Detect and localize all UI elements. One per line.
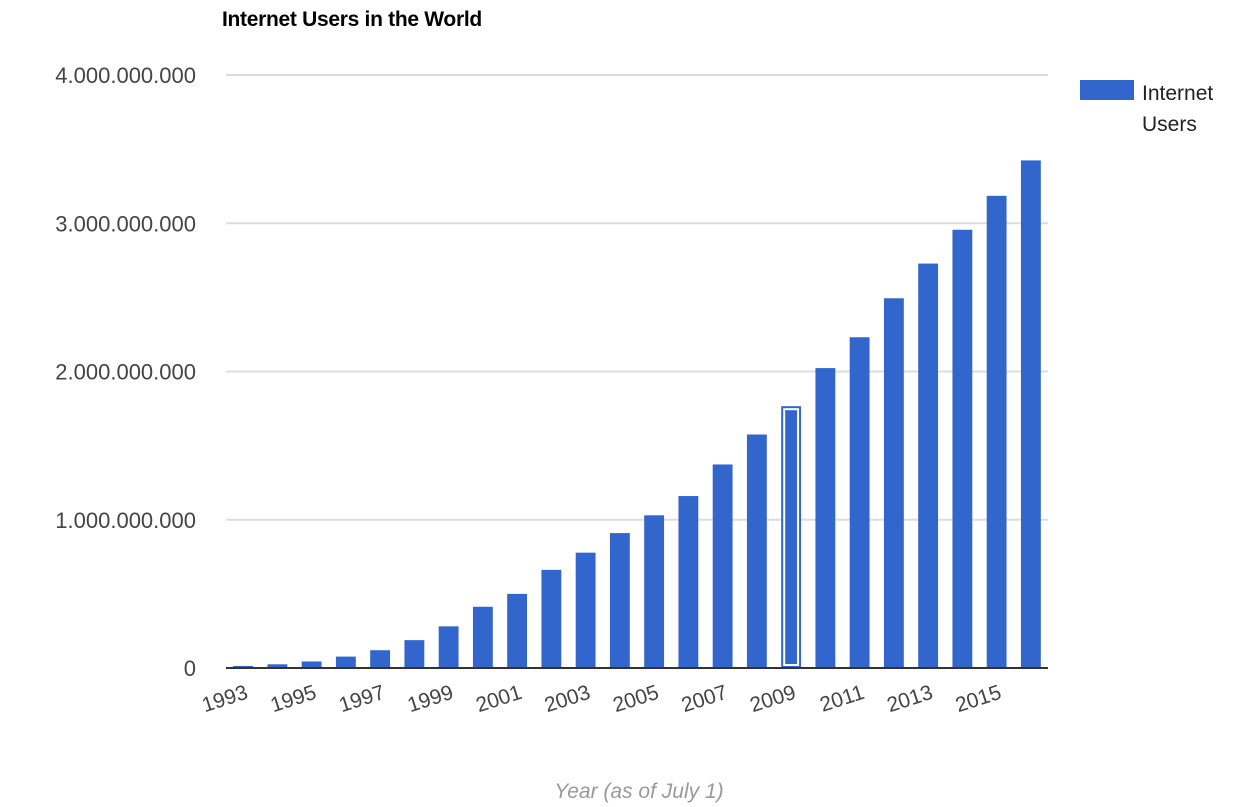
y-axis-tick-labels: 0 1.000.000.000 2.000.000.000 3.000.000.000…	[55, 63, 196, 681]
x-axis-label: Year (as of July 1)	[554, 780, 724, 803]
bar-2003[interactable]	[575, 552, 596, 668]
gridlines	[226, 74, 1048, 521]
bar-2011[interactable]	[849, 337, 870, 668]
bar-2006[interactable]	[678, 496, 699, 668]
bar-2000[interactable]	[472, 606, 493, 668]
bar-2007[interactable]	[712, 464, 733, 668]
bar-2001[interactable]	[507, 593, 528, 668]
bar-1998[interactable]	[404, 640, 425, 668]
y-tick-label: 4.000.000.000	[55, 63, 196, 88]
bar-2002[interactable]	[541, 569, 562, 668]
y-tick-label: 3.000.000.000	[55, 211, 196, 236]
x-tick-label: 2007	[679, 681, 731, 717]
bar-highlight-2009	[783, 408, 800, 666]
bar-2010[interactable]	[815, 368, 836, 668]
legend-swatch	[1080, 80, 1134, 100]
chart-title: Internet Users in the World	[222, 8, 482, 31]
bar-1993[interactable]	[233, 665, 254, 668]
x-tick-label: 2009	[747, 681, 799, 717]
x-tick-label: 2001	[473, 681, 525, 717]
y-tick-label: 2.000.000.000	[55, 360, 196, 385]
bar-2008[interactable]	[746, 434, 767, 668]
bar-1996[interactable]	[335, 656, 356, 668]
bar-2004[interactable]	[609, 533, 630, 668]
y-tick-label: 1.000.000.000	[55, 508, 196, 533]
bars	[233, 160, 1041, 669]
bar-2013[interactable]	[918, 263, 939, 668]
legend-label-internet-users: Internet Users	[1142, 82, 1214, 136]
bar-2009[interactable]	[781, 406, 802, 668]
bar-1997[interactable]	[370, 650, 391, 668]
legend[interactable]: Internet Users	[1080, 78, 1248, 140]
x-tick-label: 1999	[405, 681, 457, 717]
bar-2005[interactable]	[644, 515, 665, 668]
x-tick-label: 1997	[336, 681, 388, 717]
bar-1994[interactable]	[267, 664, 288, 668]
x-tick-label: 2003	[542, 681, 594, 717]
bar-2012[interactable]	[883, 298, 904, 668]
bar-1995[interactable]	[301, 661, 322, 668]
bar-1999[interactable]	[438, 626, 459, 668]
x-tick-label: 2005	[610, 681, 662, 717]
x-tick-label: 1993	[199, 681, 251, 717]
bar-2014[interactable]	[952, 229, 973, 668]
x-tick-label: 2011	[817, 681, 867, 717]
x-axis-tick-labels: 1993 1995 1997 1999 2001 2003 2005 2007 2009 2011…	[199, 681, 1004, 717]
bar-2016[interactable]	[1020, 160, 1041, 668]
y-tick-label: 0	[184, 656, 196, 681]
x-tick-label: 1995	[268, 681, 320, 717]
x-tick-label: 2015	[953, 681, 1005, 717]
x-tick-label: 2013	[884, 681, 936, 717]
bar-2015[interactable]	[986, 195, 1007, 669]
